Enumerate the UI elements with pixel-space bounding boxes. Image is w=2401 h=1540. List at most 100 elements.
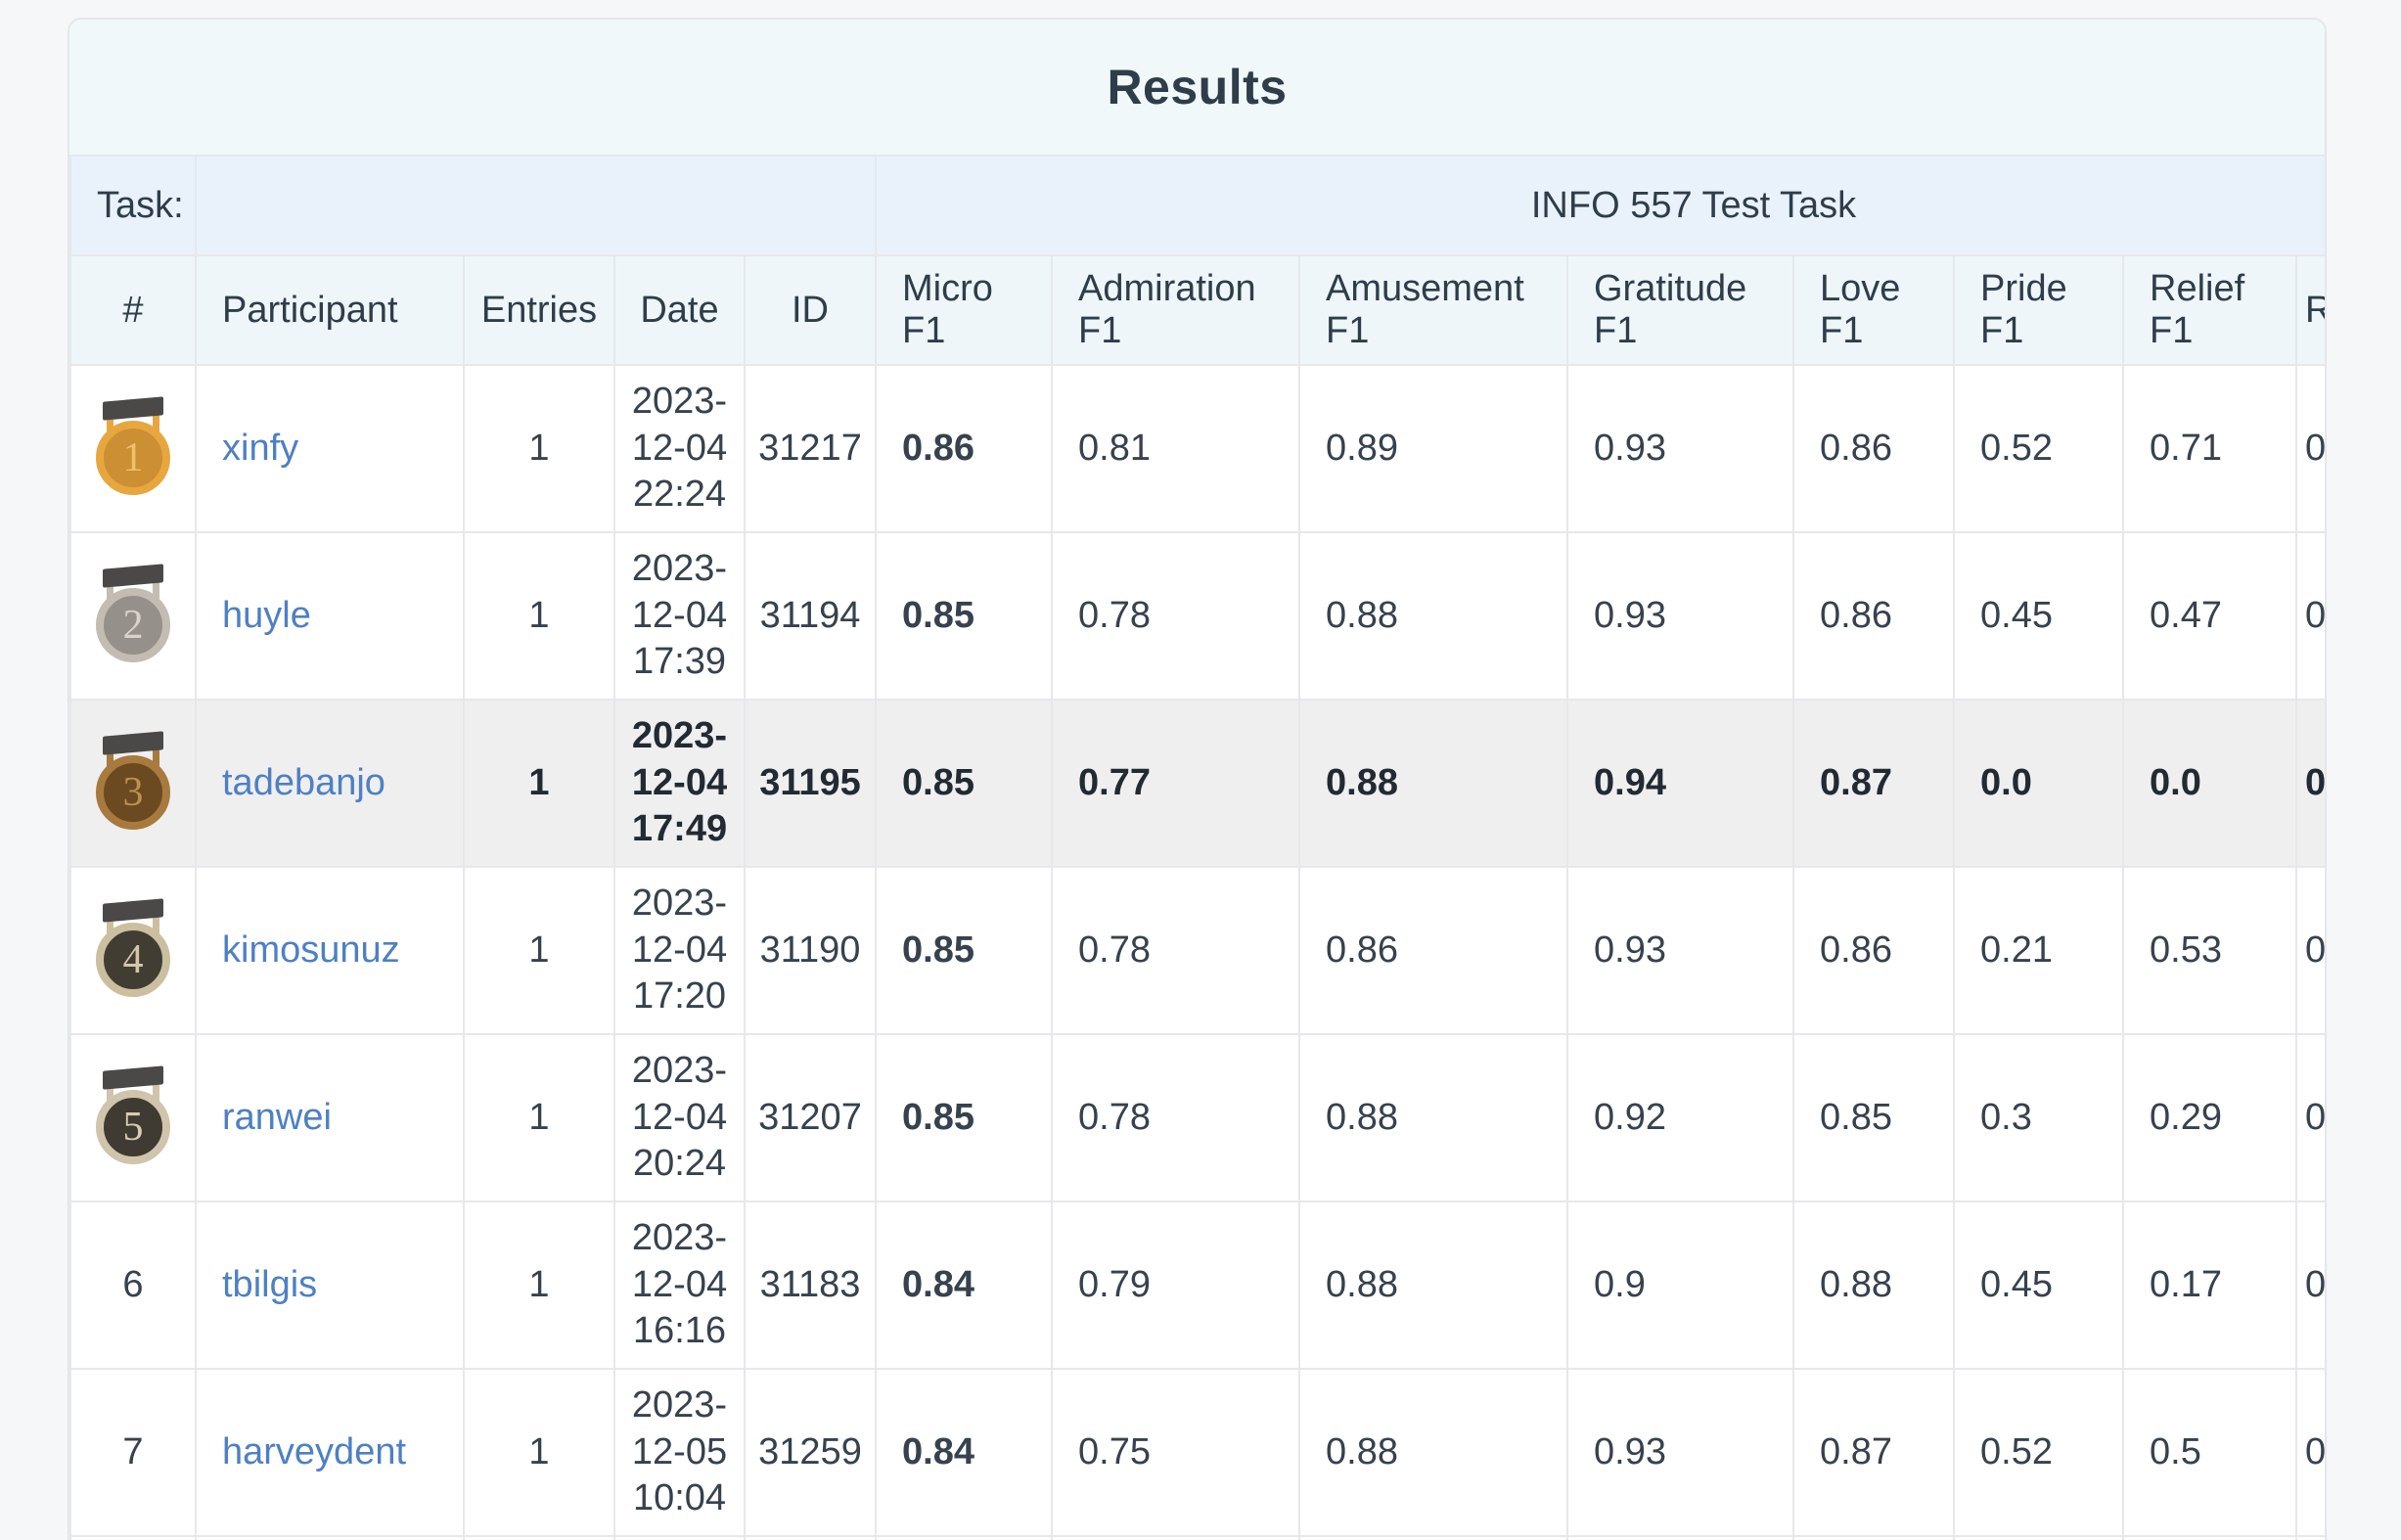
column-header-participant[interactable]: Participant [195,254,465,366]
table-row: 2 huyle 1 2023-12-04 17:39 31194 0.85 0.… [69,531,2325,701]
pride-f1-cell [1953,1535,2124,1540]
participant-link[interactable]: huyle [222,595,311,636]
rank-cell: 6 [69,1200,197,1370]
medal-rank-number: 4 [122,936,144,982]
fourth-place-medal-icon: 4 [86,897,180,1001]
participant-cell: harveydent [195,1368,465,1537]
relief-f1-cell: 0.0 [2122,699,2297,868]
participant-cell: xinfy [195,364,465,533]
participant-link[interactable]: harveydent [222,1431,407,1472]
column-header-rank[interactable]: # [69,254,197,366]
admiration-f1-cell: 0.78 [1051,531,1300,701]
id-cell: 31217 [744,364,877,533]
participant-cell: huyle [195,531,465,701]
results-card-header: Results [69,20,2325,155]
admiration-f1-cell: 0.81 [1051,364,1300,533]
column-header-re[interactable]: Re [2294,254,2325,366]
column-header-gratitude-f1[interactable]: Gratitude F1 [1566,254,1794,366]
pride-f1-cell: 0.45 [1953,531,2124,701]
participant-cell: tadebanjo [195,699,465,868]
participant-link[interactable]: kimosunuz [222,929,400,971]
entries-cell: 1 [463,531,615,701]
page-title: Results [1107,60,1288,114]
pride-f1-cell: 0.52 [1953,364,2124,533]
table-row: 4 kimosunuz 1 2023-12-04 17:20 31190 0.8… [69,866,2325,1035]
gratitude-f1-cell: 0.93 [1566,364,1794,533]
amusement-f1-cell [1298,1535,1568,1540]
participant-link[interactable]: xinfy [222,428,299,469]
column-header-pride-f1[interactable]: Pride F1 [1953,254,2124,366]
micro-f1-cell: 0.84 [875,1200,1053,1370]
table-row: 1 xinfy 1 2023-12-04 22:24 31217 0.86 0.… [69,364,2325,533]
rank-cell: 7 [69,1368,197,1537]
participant-cell: ranwei [195,1033,465,1202]
rank-cell [69,1535,197,1540]
column-header-micro-f1[interactable]: Micro F1 [875,254,1053,366]
column-header-relief-f1[interactable]: Relief F1 [2122,254,2297,366]
date-cell: 2023-12-04 20:24 [613,1033,746,1202]
column-header-admiration-f1[interactable]: Admiration F1 [1051,254,1300,366]
results-card: Results Task: INFO 557 Test Task # Parti… [68,18,2327,1540]
relief-f1-cell: 0.47 [2122,531,2297,701]
medal-rank-number: 5 [122,1104,144,1150]
love-f1-cell [1792,1535,1955,1540]
participant-link[interactable]: tbilgis [222,1264,318,1305]
love-f1-cell: 0.86 [1792,364,1955,533]
re-f1-cell: 0. [2294,1200,2325,1370]
id-cell: 31190 [744,866,877,1035]
gratitude-f1-cell [1566,1535,1794,1540]
gratitude-f1-cell: 0.93 [1566,866,1794,1035]
relief-f1-cell: 0.17 [2122,1200,2297,1370]
re-f1-cell: 0. [2294,1033,2325,1202]
date-cell: 2023-12-04 17:49 [613,699,746,868]
medal-rank-number: 1 [122,434,144,480]
entries-cell [463,1535,615,1540]
gratitude-f1-cell: 0.93 [1566,1368,1794,1537]
participant-link[interactable]: tadebanjo [222,762,385,803]
entries-cell: 1 [463,1033,615,1202]
task-row: Task: INFO 557 Test Task [69,155,2325,256]
relief-f1-cell: 0.5 [2122,1368,2297,1537]
column-header-love-f1[interactable]: Love F1 [1792,254,1955,366]
participant-link[interactable]: ranwei [222,1097,332,1138]
task-label: Task: [69,155,197,256]
date-cell: 2023-12-04 17:20 [613,866,746,1035]
re-f1-cell [2294,1535,2325,1540]
love-f1-cell: 0.86 [1792,866,1955,1035]
participant-cell [195,1535,465,1540]
amusement-f1-cell: 0.88 [1298,1200,1568,1370]
task-name: INFO 557 Test Task [874,155,2325,256]
table-row: 7 harveydent 1 2023-12-05 10:04 31259 0.… [69,1368,2325,1537]
amusement-f1-cell: 0.88 [1298,699,1568,868]
pride-f1-cell: 0.3 [1953,1033,2124,1202]
rank-cell: 1 [69,364,197,533]
gratitude-f1-cell: 0.92 [1566,1033,1794,1202]
gratitude-f1-cell: 0.93 [1566,531,1794,701]
column-header-row: # Participant Entries Date ID Micro F1 A… [69,254,2325,366]
micro-f1-cell: 0.86 [875,364,1053,533]
date-cell: 2023-12-04 22:24 [613,364,746,533]
id-cell [744,1535,877,1540]
entries-cell: 1 [463,364,615,533]
table-row: 6 tbilgis 1 2023-12-04 16:16 31183 0.84 … [69,1200,2325,1370]
silver-medal-icon: 2 [86,563,180,666]
id-cell: 31207 [744,1033,877,1202]
column-header-date[interactable]: Date [613,254,746,366]
id-cell: 31183 [744,1200,877,1370]
column-header-entries[interactable]: Entries [463,254,615,366]
participant-cell: tbilgis [195,1200,465,1370]
re-f1-cell: 0. [2294,866,2325,1035]
amusement-f1-cell: 0.88 [1298,1033,1568,1202]
column-header-amusement-f1[interactable]: Amusement F1 [1298,254,1568,366]
admiration-f1-cell: 0.79 [1051,1200,1300,1370]
medal-rank-number: 3 [122,769,144,815]
micro-f1-cell: 0.85 [875,699,1053,868]
relief-f1-cell: 0.71 [2122,364,2297,533]
bronze-medal-icon: 3 [86,730,180,834]
micro-f1-cell: 0.85 [875,866,1053,1035]
re-f1-cell: 0. [2294,531,2325,701]
entries-cell: 1 [463,1368,615,1537]
entries-cell: 1 [463,866,615,1035]
column-header-id[interactable]: ID [744,254,877,366]
